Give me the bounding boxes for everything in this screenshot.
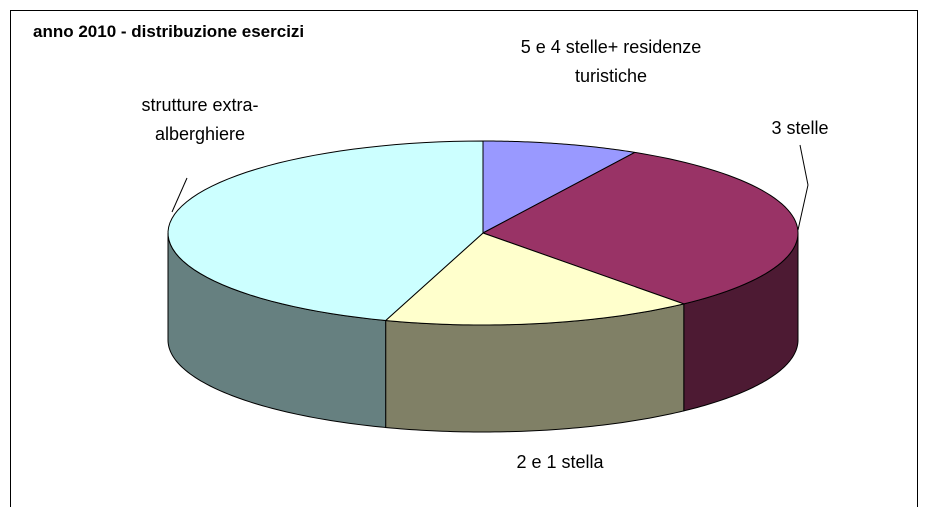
leader-line (171, 177, 188, 213)
slice (167, 140, 484, 322)
leader-line (797, 184, 809, 231)
leader-line (799, 144, 809, 186)
slice (384, 232, 686, 326)
slice-label: 3 stelle (771, 118, 829, 138)
chart-title: anno 2010 - distribuzione esercizi (33, 22, 305, 41)
slice (481, 151, 799, 305)
slice-label: 2 e 1 stella (516, 452, 604, 472)
pie (167, 140, 799, 433)
slice-label: strutture extra-alberghiere (141, 95, 259, 144)
slice-label: 5 e 4 stelle+ residenze turistiche (520, 37, 702, 86)
slice (482, 140, 637, 234)
